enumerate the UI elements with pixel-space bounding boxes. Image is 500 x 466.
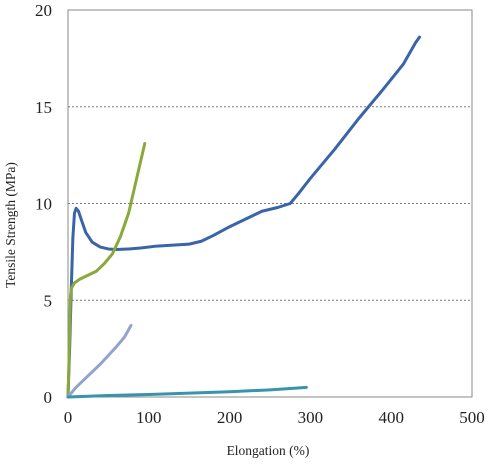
series-line-2 — [66, 142, 147, 399]
x-tick-label-200: 200 — [217, 408, 243, 427]
y-tick-label-0: 0 — [44, 388, 53, 407]
x-tick-label-500: 500 — [459, 408, 485, 427]
series-line-4 — [66, 385, 308, 399]
x-tick-label-300: 300 — [298, 408, 324, 427]
series-line-1 — [66, 35, 421, 399]
axes-layer — [67, 9, 473, 398]
y-axis-label: Tensile Strength (MPa) — [3, 162, 18, 288]
x-tick-label-0: 0 — [64, 408, 73, 427]
x-axis-label: Elongation (%) — [227, 443, 310, 458]
series-line-3 — [66, 323, 133, 399]
plot-area-frame — [67, 9, 473, 398]
x-tick-label-400: 400 — [378, 408, 404, 427]
y-tick-label-15: 15 — [35, 98, 52, 117]
grid-layer — [68, 106, 472, 301]
series-layer — [66, 35, 421, 399]
y-tick-label-5: 5 — [44, 291, 53, 310]
y-tick-label-20: 20 — [35, 1, 52, 20]
y-tick-label-10: 10 — [35, 195, 52, 214]
x-tick-label-100: 100 — [136, 408, 162, 427]
